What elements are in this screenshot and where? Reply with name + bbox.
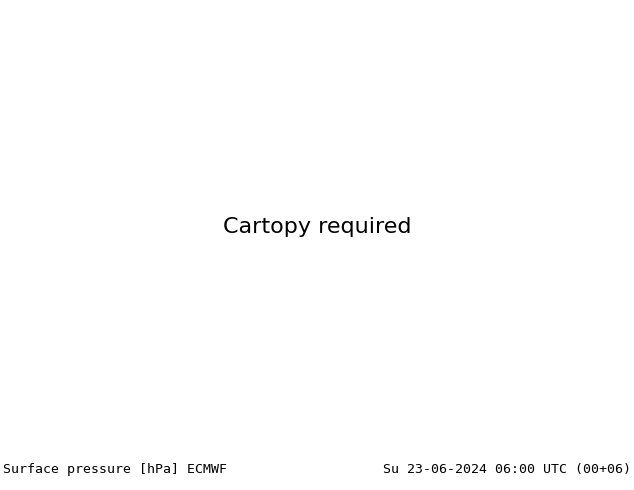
Text: Cartopy required: Cartopy required [223, 217, 411, 237]
Text: Su 23-06-2024 06:00 UTC (00+06): Su 23-06-2024 06:00 UTC (00+06) [383, 463, 631, 476]
Text: Surface pressure [hPa] ECMWF: Surface pressure [hPa] ECMWF [3, 463, 227, 476]
